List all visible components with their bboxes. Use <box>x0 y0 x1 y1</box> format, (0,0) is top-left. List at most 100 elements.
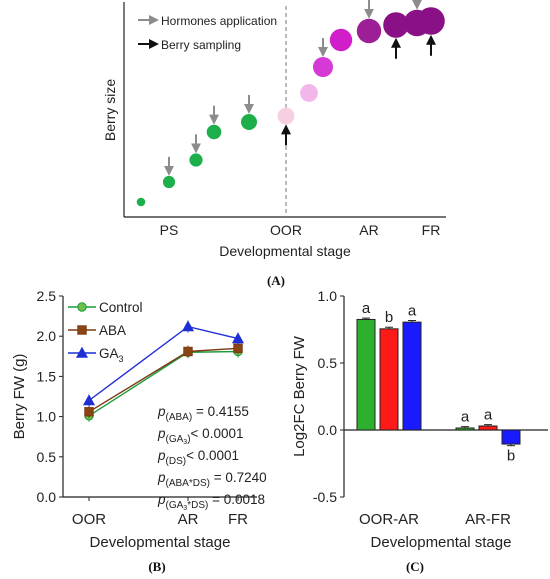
bar-1-1 <box>478 425 498 431</box>
series-1-point-0 <box>84 407 94 417</box>
stat-ga3-value: < 0.0001 <box>191 426 244 441</box>
bar-letter-1-2: b <box>507 448 515 465</box>
panel-b-y-tick-label-5: 2.5 <box>37 288 57 304</box>
berry-point-9 <box>329 28 353 52</box>
stat-aba-value: = 0.4155 <box>192 404 249 419</box>
panel-b-legend: Control ABA GA3 <box>68 300 143 364</box>
tick-label-oor: OOR <box>270 222 302 238</box>
panel-b-y-tick-label-2: 1.0 <box>37 409 57 425</box>
panel-b-y-axis-title: Berry FW (g) <box>11 354 28 440</box>
legend-marker-0 <box>77 302 87 312</box>
stat-ga3-lead: p <box>157 426 166 441</box>
berry-point-13 <box>417 7 445 35</box>
bar-letter-0-1: b <box>385 309 393 326</box>
bar-letter-0-2: a <box>408 303 417 320</box>
bar-1-2 <box>501 429 521 445</box>
berry-point-1 <box>136 197 146 207</box>
bar-letter-0-0: a <box>362 300 371 317</box>
stat-ga3-sub3: ) <box>187 434 190 445</box>
berry-point-8 <box>313 57 333 77</box>
stat-ga3-ds-value: = 0.0018 <box>208 492 265 507</box>
stat-ds-lead: p <box>157 448 166 463</box>
stat-ga3-ds-sub: (GA <box>166 500 184 511</box>
bar-0-2 <box>402 321 422 431</box>
panel-b-y-tick-label-1: 0.5 <box>37 449 57 465</box>
tick-label-ar: AR <box>359 222 378 238</box>
series-2-point-1 <box>181 320 195 332</box>
panel-c-x-tick-label-0: OOR-AR <box>359 511 419 528</box>
legend-marker-1 <box>77 325 87 335</box>
tick-label-fr: FR <box>422 222 441 238</box>
panel-a-letter: (A) <box>267 273 285 288</box>
panel-b-y-tick-label-0: 0.0 <box>37 489 57 505</box>
series-2-point-0 <box>82 394 96 406</box>
panel-c-letter: (C) <box>406 559 424 574</box>
panel-a-y-axis-title: Berry size <box>102 79 118 141</box>
panel-b-x-tick-label-1: AR <box>178 511 199 528</box>
stat-aba-ds-value: = 0.7240 <box>210 470 267 485</box>
panel-b-y-tick-label-3: 1.5 <box>37 368 57 384</box>
legend-label-0: Control <box>99 300 143 315</box>
stat-aba-ds-lead: p <box>157 470 166 485</box>
stat-ds-value: < 0.0001 <box>186 448 239 463</box>
tick-label-ps: PS <box>160 222 179 238</box>
bar-0-0 <box>356 318 376 431</box>
stat-ga3-ds: p(GA3*DS) = 0.0018 <box>157 492 265 512</box>
panel-b-y-tick-label-4: 2.0 <box>37 328 57 344</box>
panel-c-y-tick-label-2: 0.5 <box>318 355 338 371</box>
panel-b-x-tick-label-0: OOR <box>72 511 106 528</box>
legend-sampling-label: Berry sampling <box>161 38 241 52</box>
bar-letter-1-1: a <box>484 407 493 424</box>
panel-c-y-tick-label-0: -0.5 <box>313 489 337 505</box>
panel-c: -0.5 0.0 0.5 1.0 OOR-AR AR-FR Developmental st… <box>291 288 548 574</box>
panel-b-x-axis-title: Developmental stage <box>90 534 231 551</box>
panel-c-y-axis-title: Log2FC Berry FW <box>291 335 308 457</box>
panel-b-letter: (B) <box>148 559 165 574</box>
legend-label-2-name: GA <box>99 346 119 361</box>
berry-point-2 <box>162 175 176 189</box>
legend-label-1-name: ABA <box>99 323 126 338</box>
berry-point-6 <box>277 107 295 125</box>
legend-label-2: GA3 <box>99 346 124 364</box>
stat-ga3-ds-sub2: 3 <box>183 505 187 512</box>
stat-aba-sub: (ABA) <box>166 412 193 423</box>
stat-ga3-ds-sub3: *DS) <box>187 500 208 511</box>
stat-ga3: p(GA3)< 0.0001 <box>157 426 243 446</box>
berry-point-3 <box>189 153 203 167</box>
legend-marker-2 <box>75 346 89 358</box>
panel-b-marks <box>82 320 245 422</box>
panel-a: Hormones application Berry sampling PS O… <box>102 0 446 288</box>
berry-point-10 <box>356 18 382 44</box>
panel-a-x-axis-title: Developmental stage <box>219 243 351 259</box>
panel-c-y-tick-label-1: 0.0 <box>318 422 338 438</box>
bar-0-1 <box>379 328 399 431</box>
bar-letter-1-0: a <box>461 409 470 426</box>
stat-aba-ds-sub: (ABA*DS) <box>166 478 210 489</box>
panel-c-x-tick-label-1: AR-FR <box>465 511 511 528</box>
stat-ga3-sub: (GA <box>166 434 184 445</box>
series-1-point-2 <box>233 343 243 353</box>
panel-c-y-tick-label-3: 1.0 <box>318 288 338 304</box>
panel-b-axes: 0.0 0.5 1.0 1.5 2.0 2.5 OOR AR FR Developmental s… <box>11 288 257 551</box>
panel-b-x-tick-label-2: FR <box>228 511 248 528</box>
stat-aba-lead: p <box>157 404 166 419</box>
stat-ga3-sub2: 3 <box>183 439 187 446</box>
legend-hormones-label: Hormones application <box>161 14 277 28</box>
series-2-point-2 <box>231 332 245 344</box>
legend-label-0-name: Control <box>99 300 143 315</box>
stat-ds-sub: (DS) <box>166 456 187 467</box>
panel-a-marks <box>136 0 445 207</box>
panel-b: 0.0 0.5 1.0 1.5 2.0 2.5 OOR AR FR Developmental s… <box>11 288 267 574</box>
stat-ds: p(DS)< 0.0001 <box>157 448 239 467</box>
stat-ga3-ds-lead: p <box>157 492 166 507</box>
panel-b-stats: p(ABA) = 0.4155 p(GA3)< 0.0001 p(DS)< 0.… <box>157 404 267 512</box>
legend-label-2-sub: 3 <box>119 354 124 364</box>
berry-point-4 <box>206 124 222 140</box>
stat-aba-ds: p(ABA*DS) = 0.7240 <box>157 470 267 489</box>
berry-point-5 <box>241 114 257 130</box>
berry-point-11 <box>383 12 409 38</box>
bar-1-0 <box>455 427 475 431</box>
stat-aba: p(ABA) = 0.4155 <box>157 404 249 423</box>
